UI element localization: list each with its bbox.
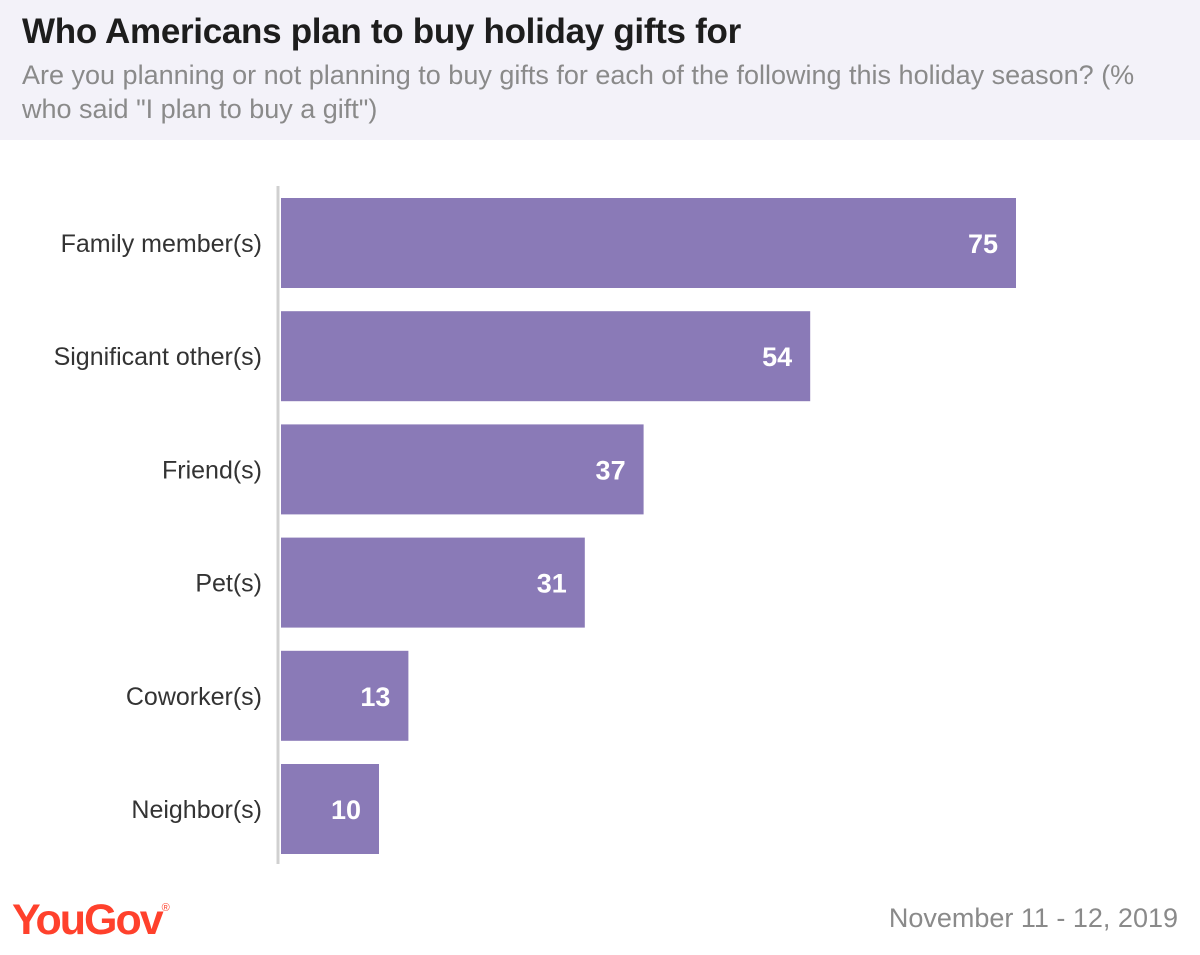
- category-label-coworker-s: Coworker(s): [126, 683, 262, 711]
- bar-chart: Family member(s) 75 Significant other(s) 54…: [54, 186, 1016, 864]
- category-label-pet-s: Pet(s): [195, 570, 262, 598]
- bar-neighbor-s: [281, 764, 379, 854]
- bar-significant-other-s: [281, 311, 811, 402]
- bar-family-member-s: [281, 198, 1016, 288]
- chart-title: Who Americans plan to buy holiday gifts …: [22, 12, 741, 51]
- value-label-pet-s: 31: [537, 569, 567, 599]
- value-label-neighbor-s: 10: [331, 795, 361, 825]
- bar-coworker-s: [281, 650, 409, 741]
- category-label-neighbor-s: Neighbor(s): [131, 796, 262, 824]
- bar-pet-s: [281, 537, 585, 628]
- bars-group: Family member(s) 75 Significant other(s) 54…: [54, 198, 1016, 854]
- value-label-family-member-s: 75: [968, 229, 998, 259]
- yougov-logo: YouGov®: [12, 896, 170, 944]
- value-label-significant-other-s: 54: [762, 342, 792, 372]
- category-label-significant-other-s: Significant other(s): [54, 343, 262, 371]
- bar-friend-s: [281, 424, 644, 515]
- survey-date: November 11 - 12, 2019: [888, 903, 1178, 933]
- chart-header: Who Americans plan to buy holiday gifts …: [0, 0, 1200, 140]
- chart-subtitle: Are you planning or not planning to buy …: [22, 60, 1135, 124]
- value-label-friend-s: 37: [596, 455, 626, 485]
- category-label-family-member-s: Family member(s): [61, 230, 262, 258]
- value-label-coworker-s: 13: [360, 682, 390, 712]
- category-label-friend-s: Friend(s): [162, 456, 262, 484]
